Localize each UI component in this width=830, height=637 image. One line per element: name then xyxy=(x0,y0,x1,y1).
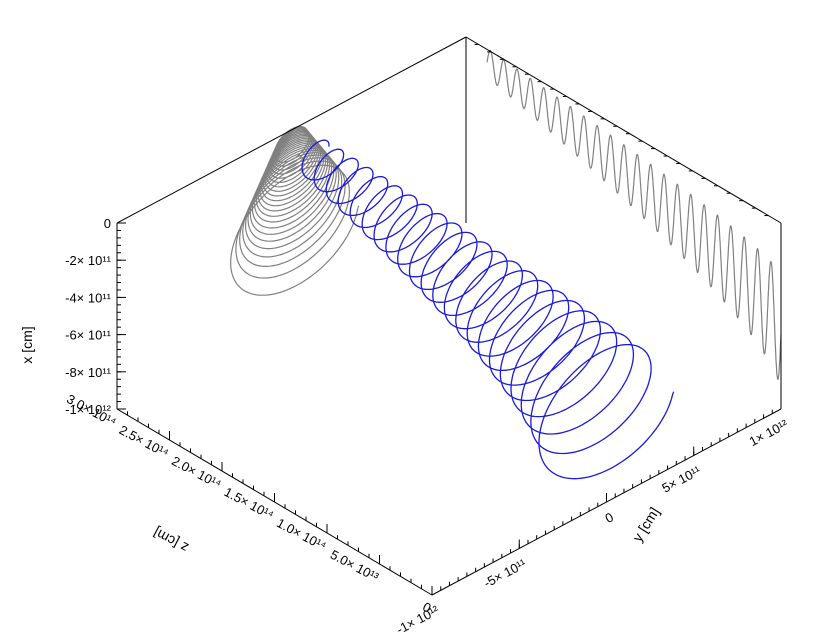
z-tick-label: 5.0× 10¹³ xyxy=(328,547,382,585)
tick-labels-layer: 0 -2× 10¹¹ -4× 10¹¹ -6× 10¹¹ -8× 10¹¹ -1× 10¹… xyxy=(64,216,791,637)
trajectory-curve xyxy=(301,139,675,480)
xz-projection-layer xyxy=(486,49,782,380)
x-axis-title: x [cm] xyxy=(19,326,35,363)
axes-frame xyxy=(116,36,782,596)
x-tick-label: -4× 10¹¹ xyxy=(65,290,112,305)
z-tick-label: 2.5× 10¹⁴ xyxy=(117,422,171,460)
x-tick-label: 0 xyxy=(104,216,111,231)
x-tick-label: -2× 10¹¹ xyxy=(65,253,112,268)
y-tick-label: 0 xyxy=(602,509,615,526)
trajectory-layer xyxy=(301,139,675,480)
x-tick-label: -6× 10¹¹ xyxy=(65,328,112,343)
x-tick-label: -1× 10¹² xyxy=(65,402,112,417)
box-edge-top-right xyxy=(465,36,782,224)
y-tick-label: -5× 10¹¹ xyxy=(481,556,529,591)
z-tick-label: 1.5× 10¹⁴ xyxy=(222,484,276,522)
y-tick-label: 5× 10¹¹ xyxy=(659,463,703,496)
y-tick-label: 1× 10¹² xyxy=(747,416,791,449)
axis-titles-layer: x [cm] y [cm] z [cm] xyxy=(19,326,662,556)
y-axis-title: y [cm] xyxy=(629,504,662,544)
z-tick-label: 2.0× 10¹⁴ xyxy=(169,453,223,491)
y-tick-label: -1× 10¹² xyxy=(394,602,442,637)
z-axis-title: z [cm] xyxy=(150,525,190,557)
x-tick-label: -8× 10¹¹ xyxy=(65,365,112,380)
xz-projection-curve xyxy=(486,49,782,380)
box-edge-top-left xyxy=(116,36,467,224)
z-tick-label: 1.0× 10¹⁴ xyxy=(274,515,328,553)
